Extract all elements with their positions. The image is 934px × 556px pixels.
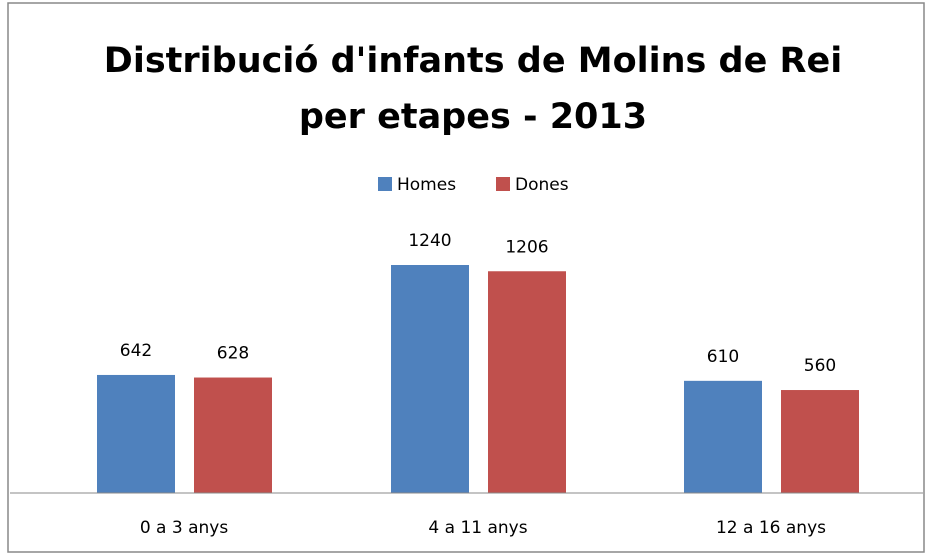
bar bbox=[97, 374, 175, 493]
legend-label: Homes bbox=[397, 175, 456, 195]
chart-title: per etapes - 2013 bbox=[299, 97, 647, 137]
bar bbox=[194, 377, 272, 493]
data-label: 1240 bbox=[408, 231, 451, 251]
bar bbox=[488, 271, 566, 493]
data-label: 642 bbox=[120, 341, 152, 361]
x-tick-label: 4 a 11 anys bbox=[428, 518, 527, 538]
data-label: 560 bbox=[804, 356, 836, 376]
bar bbox=[391, 265, 469, 493]
data-label: 1206 bbox=[505, 237, 548, 257]
legend-swatch bbox=[496, 177, 510, 191]
x-tick-label: 0 a 3 anys bbox=[140, 518, 229, 538]
chart-title: Distribució d'infants de Molins de Rei bbox=[104, 41, 842, 81]
legend-swatch bbox=[378, 177, 392, 191]
legend-label: Dones bbox=[515, 175, 569, 195]
bar bbox=[684, 380, 762, 493]
x-tick-label: 12 a 16 anys bbox=[716, 518, 826, 538]
bar bbox=[781, 390, 859, 493]
data-label: 628 bbox=[217, 344, 249, 364]
data-label: 610 bbox=[707, 347, 739, 367]
